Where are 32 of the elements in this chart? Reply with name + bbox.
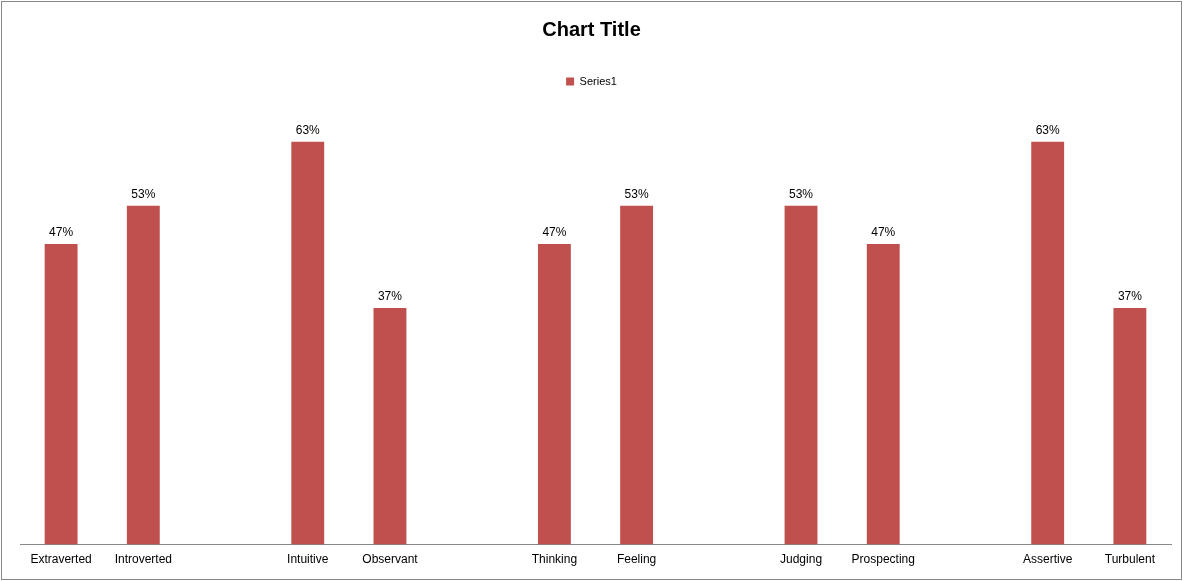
data-label: 47% [49,225,74,240]
bar [126,205,160,545]
x-tick-label: Judging [780,552,823,567]
x-tick-label: Assertive [1023,552,1073,567]
bar [44,244,78,545]
data-label: 53% [624,187,649,202]
data-label: 63% [1035,123,1061,138]
bar [537,244,571,545]
data-label: 47% [871,225,896,240]
x-tick-label: Feeling [616,552,657,567]
bar [784,205,818,545]
bar [1031,141,1065,545]
bar [1113,308,1147,545]
bar [373,308,407,545]
data-label: 47% [542,225,567,240]
x-tick-label: Observant [362,552,419,567]
data-label: 37% [1117,289,1143,304]
data-label: 37% [377,289,403,304]
data-label: 53% [131,187,156,202]
x-tick-label: Turbulent [1104,552,1156,567]
data-label: 53% [789,187,814,202]
chart-title: Chart Title [542,17,641,40]
legend-label: Series1 [579,74,617,87]
x-tick-label: Introverted [114,552,173,567]
bar [291,141,325,545]
x-tick-label: Intuitive [287,552,329,567]
bar [620,205,654,545]
x-tick-label: Prospecting [851,552,915,567]
x-tick-label: Extraverted [30,552,92,567]
bar [866,244,900,545]
x-tick-label: Thinking [531,552,578,567]
data-label: 63% [295,123,321,138]
